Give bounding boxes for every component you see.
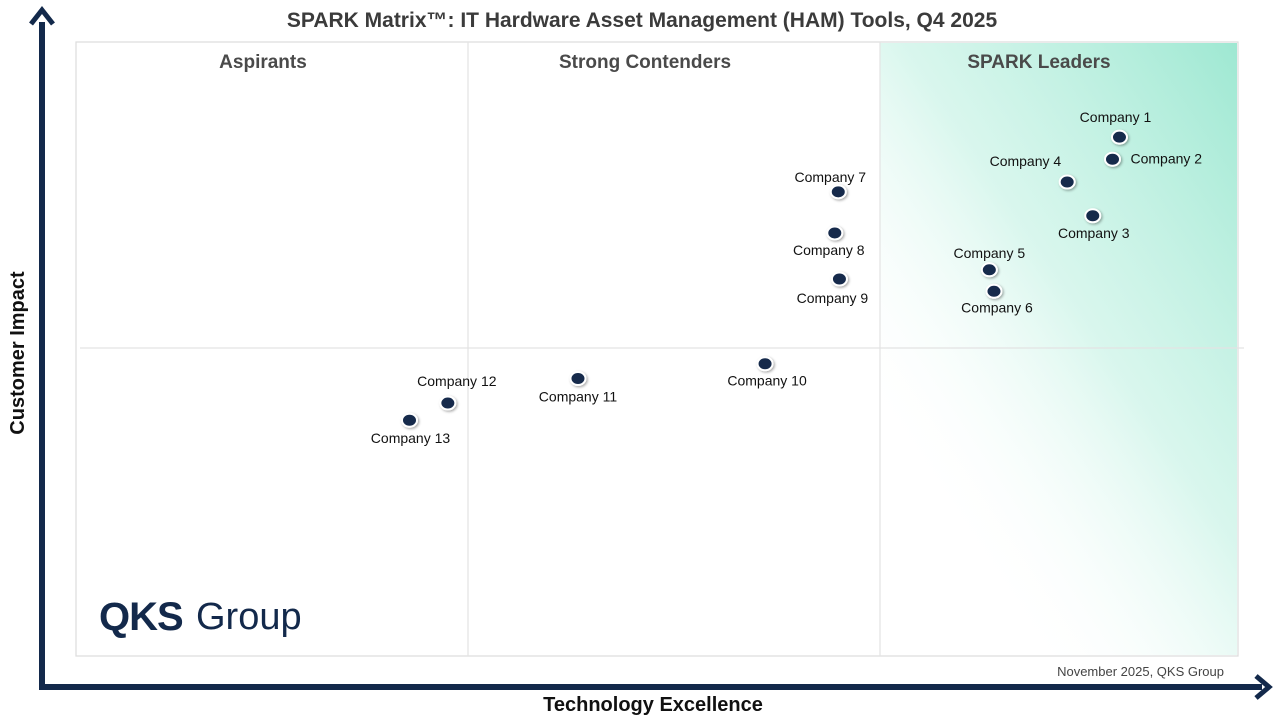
- label-company-5: Company 5: [954, 245, 1026, 261]
- marker-company-10: [756, 356, 774, 372]
- logo-group: Group: [196, 596, 302, 638]
- point-company-2: Company 2: [1104, 150, 1203, 167]
- y-axis-label: Customer Impact: [7, 271, 29, 435]
- qks-group-logo: QKS Group: [99, 595, 302, 639]
- point-company-11: Company 11: [539, 370, 618, 404]
- marker-company-5: [980, 262, 998, 278]
- label-company-7: Company 7: [794, 169, 866, 185]
- marker-company-13: [400, 412, 418, 428]
- marker-company-12: [439, 395, 457, 411]
- label-company-2: Company 2: [1131, 150, 1203, 166]
- label-company-10: Company 10: [727, 373, 807, 389]
- point-company-13: Company 13: [371, 412, 451, 446]
- label-company-3: Company 3: [1058, 225, 1130, 241]
- point-company-12: Company 12: [417, 373, 497, 411]
- chart-title: SPARK Matrix™: IT Hardware Asset Managem…: [287, 9, 998, 32]
- marker-company-7: [829, 184, 847, 200]
- point-company-9: Company 9: [797, 271, 869, 306]
- marker-company-9: [830, 271, 848, 287]
- marker-company-11: [569, 370, 587, 386]
- point-company-1: Company 1: [1080, 109, 1152, 145]
- marker-company-3: [1084, 208, 1102, 224]
- point-company-4: Company 4: [990, 153, 1076, 190]
- marker-company-4: [1058, 174, 1076, 190]
- label-company-12: Company 12: [417, 373, 497, 389]
- point-company-3: Company 3: [1058, 208, 1130, 241]
- label-company-8: Company 8: [793, 242, 865, 258]
- label-company-9: Company 9: [797, 290, 869, 306]
- x-axis-arrow-icon: [1254, 674, 1273, 700]
- point-company-6: Company 6: [961, 283, 1033, 315]
- point-company-7: Company 7: [794, 169, 866, 200]
- label-company-6: Company 6: [961, 299, 1033, 315]
- quadrant-label-strong-contenders: Strong Contenders: [559, 52, 731, 73]
- point-company-5: Company 5: [954, 245, 1026, 278]
- footnote: November 2025, QKS Group: [1057, 664, 1224, 679]
- label-company-1: Company 1: [1080, 109, 1152, 125]
- point-company-8: Company 8: [793, 225, 865, 258]
- points-layer: Company 1 Company 2 Company 3 Company 4 Comp…: [371, 109, 1203, 446]
- y-axis: [29, 5, 55, 690]
- marker-company-2: [1104, 151, 1122, 167]
- y-axis-arrow-icon: [29, 5, 55, 26]
- x-axis: [39, 674, 1273, 700]
- x-axis-label: Technology Excellence: [543, 694, 763, 716]
- label-company-11: Company 11: [539, 388, 618, 404]
- marker-company-1: [1110, 129, 1128, 145]
- point-company-10: Company 10: [727, 356, 807, 389]
- marker-company-8: [826, 225, 844, 241]
- logo-qks: QKS: [99, 595, 183, 639]
- label-company-13: Company 13: [371, 430, 451, 446]
- label-company-4: Company 4: [990, 153, 1062, 169]
- marker-company-6: [985, 283, 1003, 299]
- leaders-zone: [880, 43, 1237, 655]
- quadrant-label-aspirants: Aspirants: [219, 52, 307, 73]
- quadrant-label-spark-leaders: SPARK Leaders: [967, 52, 1110, 73]
